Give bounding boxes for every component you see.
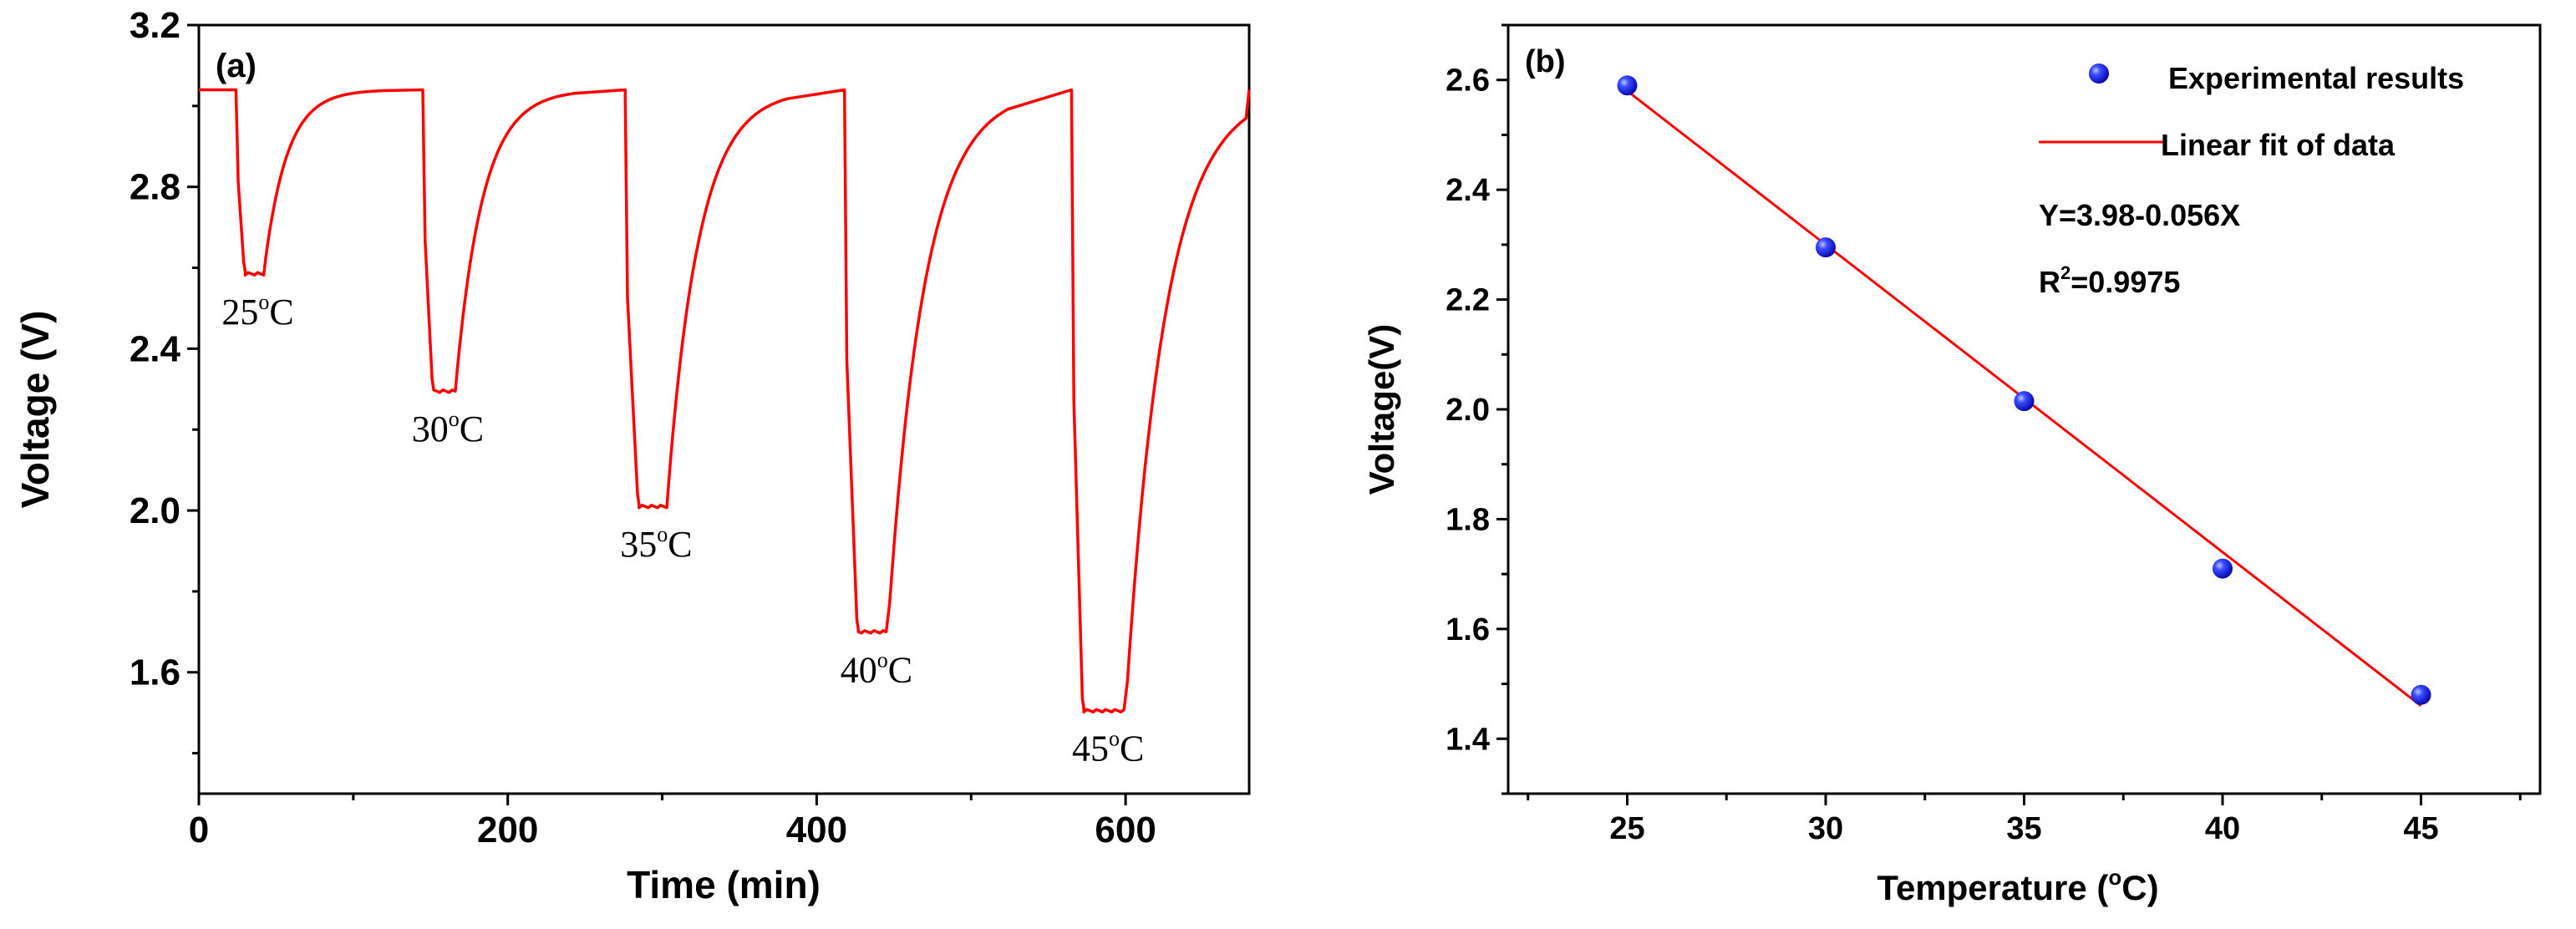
panel-b-y-tick-label: 1.4 xyxy=(1446,722,1490,757)
fit-equation: Y=3.98-0.056X xyxy=(2039,198,2240,232)
panel-b-data-point xyxy=(2213,558,2233,579)
panel-b-y-tick-label: 1.6 xyxy=(1446,612,1490,647)
panel-a-frame xyxy=(197,23,1251,795)
panel-a-x-tick-label: 200 xyxy=(477,810,538,850)
panel-a-temperature-labels: 25oC 30oC 35oC 40oC 45oC xyxy=(221,290,1144,769)
panel-b-x-tick-label: 45 xyxy=(2403,811,2438,846)
panel-b-x-tick-label: 25 xyxy=(1609,811,1644,846)
legend-label-experimental: Experimental results xyxy=(2168,61,2464,95)
fit-r-squared: R2=0.9975 xyxy=(2039,262,2180,299)
panel-a-y-axis-label: Voltage (V) xyxy=(13,311,57,509)
panel-a-x-tick-label: 0 xyxy=(189,810,209,850)
panel-a-y-tick-label: 1.6 xyxy=(130,652,180,693)
panel-b-data-points xyxy=(1617,75,2431,705)
panel-b-x-axis-label: Temperature (oC) xyxy=(1877,865,2158,907)
panel-a-tag: (a) xyxy=(216,48,257,84)
panel-b-y-tick-label: 1.8 xyxy=(1446,502,1490,537)
panel-a-y-tick-label: 2.8 xyxy=(130,167,180,208)
panel-b-y-tick-label: 2.2 xyxy=(1446,283,1490,318)
panel-a-y-ticks: 1.6 2.0 2.4 2.8 3.2 xyxy=(130,5,199,755)
panel-a-temperature-label: 30oC xyxy=(412,407,484,449)
panel-b-voltage-vs-temperature: (b) 25 30 35 40 45 1.4 1.6 1.8 2.0 2.2 2.4 2.6 Exp… xyxy=(1362,23,2542,907)
panel-a-y-tick-label: 2.0 xyxy=(130,490,180,531)
panel-b-data-point xyxy=(2014,391,2035,412)
panel-a-temperature-label: 25oC xyxy=(221,290,293,333)
panel-b-legend: Experimental results Linear fit of data xyxy=(2039,61,2464,162)
panel-b-x-tick-label: 30 xyxy=(1808,811,1843,846)
panel-a-x-tick-label: 600 xyxy=(1095,810,1156,850)
panel-b-y-tick-label: 2.6 xyxy=(1446,63,1490,99)
panel-a-y-tick-label: 2.4 xyxy=(130,328,181,369)
panel-a-x-axis-label: Time (min) xyxy=(627,863,821,906)
panel-a-temperature-label: 40oC xyxy=(841,647,912,690)
panel-a-voltage-vs-time: (a) 0 200 400 600 1.6 2.0 2.4 2.8 3.2 25oC 30oC 3… xyxy=(13,5,1251,906)
panel-b-data-point xyxy=(1816,237,1836,258)
panel-b-y-tick-label: 2.4 xyxy=(1446,173,1490,208)
panel-a-temperature-label: 35oC xyxy=(620,522,692,565)
panel-b-x-tick-label: 35 xyxy=(2006,811,2041,846)
panel-b-y-ticks: 1.4 1.6 1.8 2.0 2.2 2.4 2.6 xyxy=(1446,23,1508,795)
legend-label-linear-fit: Linear fit of data xyxy=(2161,128,2396,162)
panel-b-y-axis-label: Voltage(V) xyxy=(1362,324,1401,495)
panel-a-x-tick-label: 400 xyxy=(786,810,847,850)
legend-marker-experimental xyxy=(2089,63,2109,84)
panel-a-y-tick-label: 3.2 xyxy=(130,5,180,46)
panel-b-x-ticks: 25 30 35 40 45 xyxy=(1527,794,2522,846)
panel-b-data-point xyxy=(1617,75,1638,96)
panel-a-voltage-curve xyxy=(199,88,1251,713)
panel-b-x-tick-label: 40 xyxy=(2205,811,2240,846)
panel-b-tag: (b) xyxy=(1525,44,1566,79)
panel-b-y-tick-label: 2.0 xyxy=(1446,393,1490,428)
panel-b-data-point xyxy=(2411,684,2431,705)
panel-a-temperature-label: 45oC xyxy=(1072,727,1144,769)
panel-a-x-ticks: 0 200 400 600 xyxy=(189,794,1156,850)
